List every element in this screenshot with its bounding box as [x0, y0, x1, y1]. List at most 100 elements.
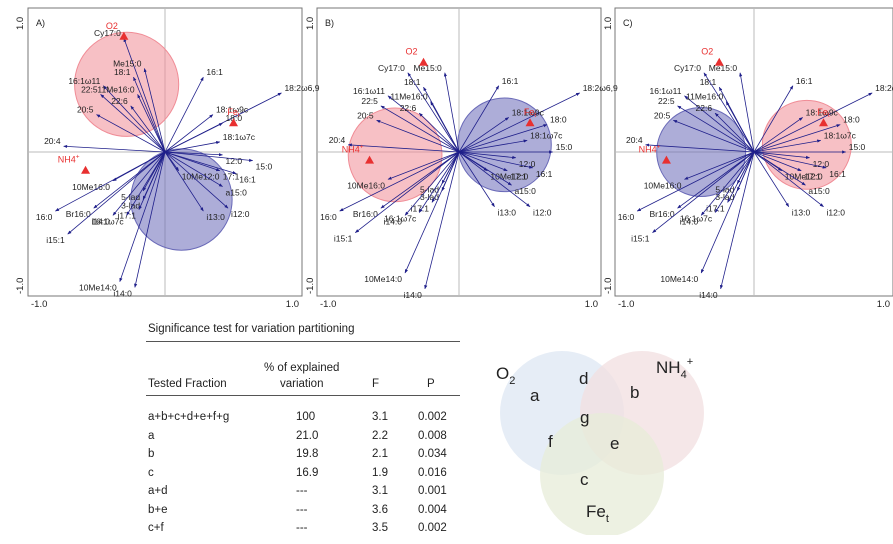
env-label: NH4+: [58, 154, 80, 165]
species-arrow: [164, 122, 223, 153]
table-cell: 3.1: [372, 485, 388, 497]
species-label: 10Me12:0: [785, 172, 823, 182]
species-label: 16:0: [320, 212, 337, 222]
venn-region-label: e: [610, 434, 619, 453]
x-tick-label: -1.0: [31, 299, 47, 310]
species-label: 3-lad: [121, 201, 140, 211]
env-label: NH4+: [639, 144, 661, 155]
species-arrow: [134, 151, 166, 288]
species-label: i15:1: [631, 234, 650, 244]
species-label: i14:0: [384, 216, 403, 226]
species-arrow: [719, 151, 755, 290]
species-label: 18:0: [843, 115, 860, 125]
env-arrow-head: [661, 155, 671, 164]
species-arrow: [700, 151, 755, 274]
species-label: 11Me16:0: [390, 92, 427, 102]
species-label: 18:2ω6,9: [284, 83, 319, 93]
table-cell: b+e: [148, 503, 168, 516]
species-arrow: [645, 143, 755, 153]
species-label: 16:1ω11: [68, 76, 100, 86]
table-cell: a+d: [148, 485, 168, 497]
species-arrow: [103, 85, 166, 153]
species-label: i12:0: [533, 208, 552, 218]
species-label: 18:0: [550, 115, 567, 125]
env-arrow-head: [365, 155, 375, 164]
table-cell: 3.1: [372, 411, 388, 423]
table-cell: 3.5: [372, 522, 388, 534]
table-cell: c: [148, 466, 154, 479]
species-label: 20:5: [77, 105, 94, 115]
species-arrow: [753, 124, 841, 153]
species-label: i15:1: [46, 235, 65, 245]
species-label: i13:0: [498, 208, 517, 218]
species-arrow: [677, 105, 755, 153]
header-variation: variation: [280, 378, 324, 390]
species-arrow: [458, 151, 512, 186]
species-arrow: [458, 117, 510, 153]
table-cell: b: [148, 448, 155, 460]
species-label: 12:0: [519, 159, 536, 169]
species-arrow: [164, 151, 204, 212]
species-label: i12:0: [827, 208, 846, 218]
species-label: 10Me14:0: [660, 274, 698, 284]
env-arrow-head: [819, 118, 828, 127]
species-arrow: [138, 151, 166, 210]
species-arrow: [725, 101, 755, 153]
venn-set-label: O2: [496, 364, 515, 387]
species-label: 18:1ω9c: [806, 107, 839, 117]
species-arrow: [753, 151, 824, 208]
species-label: 18:2ω6,9: [583, 83, 618, 93]
species-label: Me15:0: [113, 58, 142, 68]
species-label: 22:5: [658, 96, 675, 106]
species-arrow: [458, 151, 495, 208]
species-arrow: [636, 151, 755, 212]
table-cell: 0.016: [418, 466, 447, 479]
species-label: 16:0: [618, 212, 635, 222]
species-arrow: [137, 94, 166, 153]
species-arrow: [753, 85, 794, 153]
species-label: 17:1: [510, 172, 527, 182]
table-cell: a: [148, 429, 155, 442]
species-arrow: [143, 68, 166, 153]
species-label: 20:4: [329, 135, 346, 145]
venn-region-label: b: [630, 383, 639, 402]
species-label: 20:5: [357, 110, 374, 120]
y-tick-label: 1.0: [305, 17, 316, 30]
species-label: i17:1: [411, 203, 430, 213]
species-label: 22:5: [81, 84, 98, 94]
species-arrow: [700, 151, 755, 216]
env-arrow-head: [229, 118, 238, 127]
table-cell: 0.008: [418, 429, 447, 442]
species-arrow: [387, 151, 460, 180]
species-arrow: [387, 95, 460, 153]
species-arrow: [380, 151, 460, 209]
species-label: a15:0: [515, 186, 537, 196]
table-cell: 3.6: [372, 503, 388, 516]
species-label: a15:0: [226, 188, 248, 198]
species-arrow: [404, 151, 460, 216]
species-label: 10Me14:0: [79, 283, 117, 293]
species-arrow: [100, 94, 166, 153]
species-label: 18:1: [114, 67, 131, 77]
species-label: 16:1ω7c: [680, 213, 713, 223]
table-cell: 0.001: [418, 485, 447, 497]
species-label: Cy17:0: [378, 63, 405, 73]
species-label: 22:6: [111, 96, 128, 106]
y-tick-label: -1.0: [15, 278, 26, 294]
species-label: Br16:0: [353, 209, 378, 219]
venn-region-label: d: [579, 369, 588, 388]
species-arrow: [424, 151, 460, 290]
species-arrow: [130, 105, 166, 153]
species-arrow: [727, 151, 755, 203]
species-arrow: [673, 119, 755, 153]
species-label: i14:0: [113, 288, 132, 298]
env-label: O2: [106, 21, 118, 31]
species-label: 18:1ω9c: [512, 107, 545, 117]
venn-circle: [540, 413, 664, 535]
species-label: 18:1ω7c: [530, 130, 563, 140]
species-label: 11Me16:0: [97, 84, 134, 94]
species-label: 17:1: [223, 172, 240, 182]
variance-circle: [74, 31, 180, 137]
env-arrow-head: [419, 57, 428, 66]
species-arrow: [458, 151, 517, 159]
